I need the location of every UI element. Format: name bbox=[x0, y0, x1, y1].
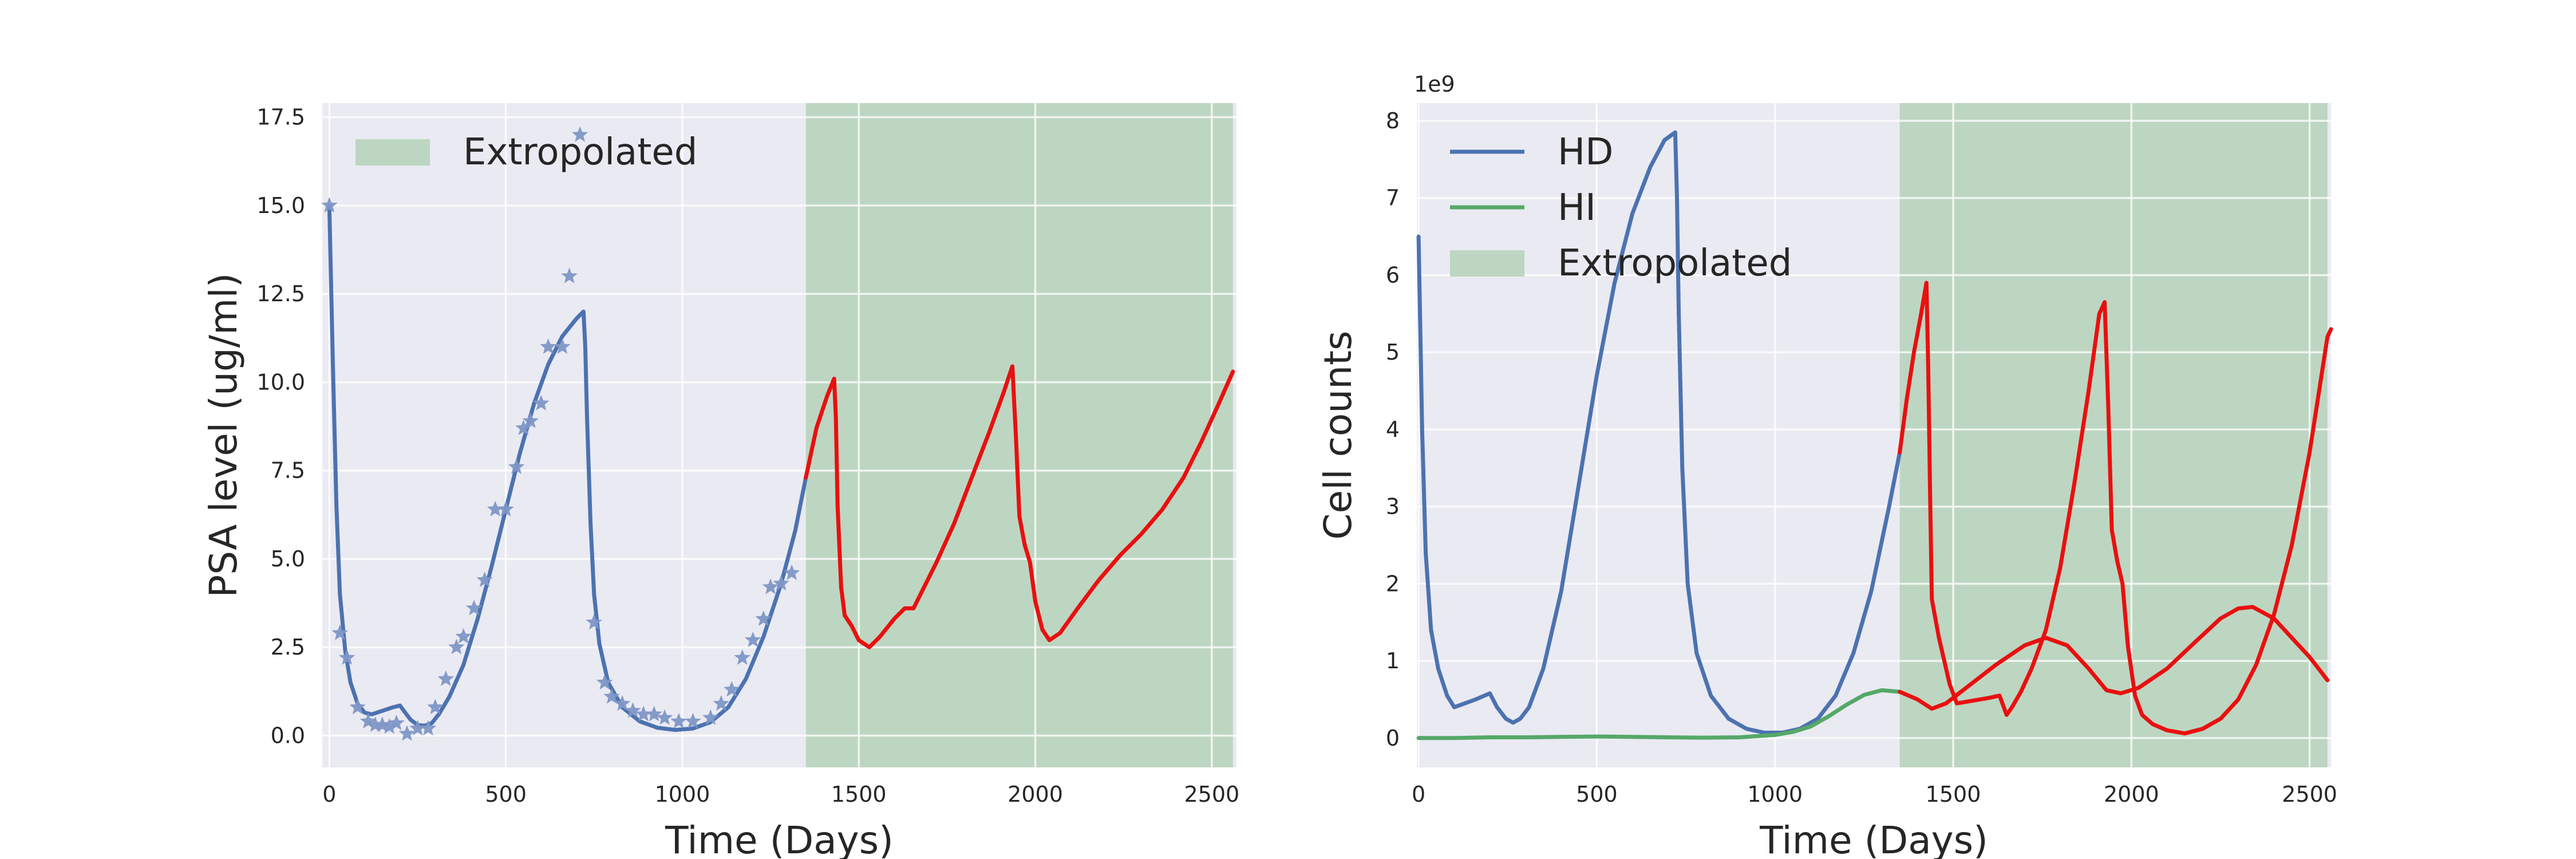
observed-point-marker bbox=[702, 709, 719, 725]
y-tick-label: 5.0 bbox=[271, 546, 305, 572]
observed-point-marker bbox=[367, 716, 384, 732]
observed-point-marker bbox=[497, 501, 514, 517]
observed-point-marker bbox=[614, 695, 631, 711]
fitted-line bbox=[327, 203, 808, 732]
observed-point-marker bbox=[465, 600, 483, 616]
y-tick-label: 5 bbox=[1386, 340, 1400, 365]
y-tick-label: 2.5 bbox=[271, 635, 305, 660]
observed-point-marker bbox=[515, 419, 532, 435]
observed-point-marker bbox=[409, 720, 426, 736]
y-tick-label: 7.5 bbox=[271, 458, 305, 483]
observed-point-marker bbox=[571, 126, 588, 142]
observed-point-marker bbox=[724, 681, 740, 697]
observed-point-marker bbox=[656, 709, 673, 725]
observed-point-marker bbox=[388, 714, 405, 730]
y-tick-label: 0 bbox=[1386, 726, 1400, 751]
observed-point-marker bbox=[540, 338, 556, 354]
observed-point-marker bbox=[773, 575, 789, 591]
extrapolated-region bbox=[1899, 103, 2328, 767]
extrapolated-region bbox=[805, 103, 1233, 767]
observed-point-marker bbox=[448, 639, 465, 655]
observed-data-points bbox=[321, 126, 800, 741]
y-tick-label: 4 bbox=[1386, 417, 1400, 442]
observed-point-marker bbox=[476, 572, 493, 588]
observed-point-marker bbox=[755, 610, 772, 626]
y-axis-offset-text: 1e9 bbox=[1414, 72, 1455, 97]
y-tick-label: 1 bbox=[1386, 648, 1400, 673]
observed-point-marker bbox=[554, 338, 571, 354]
observed-point-marker bbox=[670, 712, 687, 728]
y-axis-label: PSA level (ug/ml) bbox=[202, 273, 246, 597]
y-tick-label: 3 bbox=[1386, 494, 1400, 519]
observed-point-marker bbox=[713, 695, 729, 711]
observed-point-marker bbox=[734, 649, 750, 665]
y-tick-label: 8 bbox=[1386, 108, 1400, 133]
x-tick-label: 2000 bbox=[2104, 782, 2159, 807]
legend-label: Extropolated bbox=[463, 131, 697, 174]
extrapolated-line bbox=[804, 364, 1235, 649]
y-tick-label: 10.0 bbox=[256, 369, 305, 395]
cell-counts-chart: 0 500 1000 1500 2000 2500 0 1 2 3 4 5 6 7 8 1e9 Time (Da… bbox=[1316, 72, 2337, 859]
observed-point-marker bbox=[762, 578, 779, 594]
observed-point-marker bbox=[685, 712, 701, 728]
observed-point-marker bbox=[561, 267, 578, 283]
observed-point-marker bbox=[745, 631, 761, 647]
observed-point-marker bbox=[487, 501, 504, 517]
observed-point-marker bbox=[508, 458, 525, 474]
y-tick-label: 12.5 bbox=[256, 281, 305, 306]
observed-point-marker bbox=[338, 649, 355, 665]
x-tick-label: 1000 bbox=[655, 782, 710, 807]
x-tick-label: 2500 bbox=[2282, 782, 2337, 807]
y-axis-label: Cell counts bbox=[1316, 331, 1360, 540]
x-tick-label: 2000 bbox=[1008, 782, 1063, 807]
observed-point-marker bbox=[427, 699, 444, 715]
y-tick-label: 15.0 bbox=[256, 193, 305, 218]
x-tick-label: 1500 bbox=[1926, 782, 1981, 807]
psa-level-chart: 0 500 1000 1500 2000 2500 0.0 2.5 5.0 7.5 10.0 12.5… bbox=[202, 103, 1239, 859]
observed-point-marker bbox=[398, 725, 416, 741]
x-tick-label: 500 bbox=[485, 782, 527, 807]
observed-point-marker bbox=[603, 688, 620, 704]
x-tick-label: 0 bbox=[322, 782, 336, 807]
y-tick-label: 6 bbox=[1386, 262, 1400, 287]
y-tick-label: 7 bbox=[1386, 186, 1400, 211]
x-tick-label: 500 bbox=[1576, 782, 1618, 807]
legend-label: HD bbox=[1558, 131, 1613, 174]
hi-line bbox=[1416, 688, 1902, 740]
observed-point-marker bbox=[359, 712, 377, 728]
legend: HD HI Extropolated bbox=[1450, 131, 1792, 285]
observed-point-marker bbox=[646, 706, 662, 722]
hi-extrapolated-line bbox=[1898, 605, 2330, 711]
x-axis-label: Time (Days) bbox=[665, 818, 894, 859]
observed-point-marker bbox=[455, 628, 472, 644]
legend: Extropolated bbox=[355, 131, 697, 174]
x-axis-label: Time (Days) bbox=[1759, 818, 1988, 859]
x-tick-label: 1000 bbox=[1747, 782, 1803, 807]
observed-point-marker bbox=[522, 412, 539, 428]
observed-point-marker bbox=[783, 564, 800, 580]
observed-point-marker bbox=[437, 670, 455, 686]
legend-extrapolated-swatch bbox=[355, 139, 430, 166]
observed-point-marker bbox=[596, 673, 613, 690]
observed-point-marker bbox=[420, 720, 437, 736]
y-tick-label: 2 bbox=[1386, 571, 1400, 596]
observed-point-marker bbox=[586, 614, 602, 630]
y-tick-label: 17.5 bbox=[256, 105, 305, 130]
observed-point-marker bbox=[349, 699, 366, 715]
y-tick-label: 0.0 bbox=[271, 723, 305, 748]
x-tick-label: 1500 bbox=[831, 782, 887, 807]
x-tick-label: 0 bbox=[1412, 782, 1425, 807]
legend-label: Extropolated bbox=[1558, 242, 1792, 285]
hd-extrapolated-line bbox=[1898, 281, 2333, 736]
observed-point-marker bbox=[321, 196, 338, 213]
observed-point-marker bbox=[381, 718, 398, 734]
legend-label: HI bbox=[1558, 187, 1596, 229]
observed-point-marker bbox=[533, 395, 550, 411]
observed-point-marker bbox=[331, 624, 349, 640]
observed-point-marker bbox=[635, 706, 652, 722]
legend-extrapolated-swatch bbox=[1450, 250, 1524, 277]
x-tick-label: 2500 bbox=[1184, 782, 1239, 807]
observed-point-marker bbox=[625, 702, 641, 718]
